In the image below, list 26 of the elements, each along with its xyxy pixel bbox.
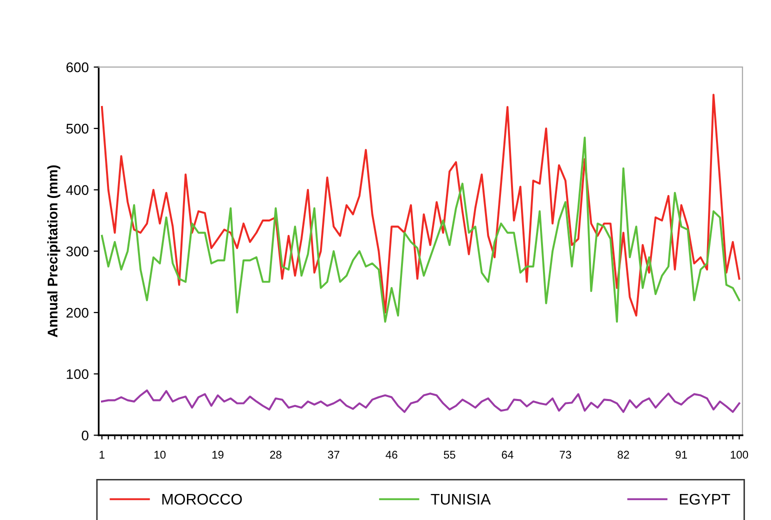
y-tick-label: 100	[66, 369, 88, 380]
x-tick-label: 73	[560, 450, 572, 459]
x-tick-label: 91	[676, 450, 687, 459]
y-tick-label: 400	[66, 185, 88, 195]
line-series	[100, 136, 740, 323]
legend-label: TUNISIA	[430, 494, 491, 505]
line-series	[100, 389, 740, 413]
y-tick-label: 600	[66, 62, 88, 72]
x-tick-label: 46	[386, 450, 398, 459]
x-tick-label: 100	[730, 450, 748, 459]
line-series	[100, 94, 740, 317]
x-tick-label: 55	[444, 450, 456, 459]
x-tick-label: 37	[328, 450, 340, 459]
x-tick-label: 28	[270, 450, 282, 459]
y-tick-label: 0	[82, 430, 88, 440]
x-tick-label: 64	[502, 450, 514, 459]
y-tick-label: 300	[66, 246, 88, 256]
y-tick-label: 200	[66, 308, 88, 318]
legend-label: MOROCCO	[162, 494, 242, 505]
x-tick-label: 19	[212, 450, 224, 459]
y-tick-label: 500	[66, 124, 88, 134]
y-axis-title: Annual Precipitation (mm)	[47, 165, 60, 338]
x-tick-label: 10	[154, 450, 166, 459]
x-tick-label: 1	[100, 450, 104, 459]
x-tick-label: 82	[618, 450, 629, 459]
legend-label: EGYPT	[680, 494, 730, 505]
